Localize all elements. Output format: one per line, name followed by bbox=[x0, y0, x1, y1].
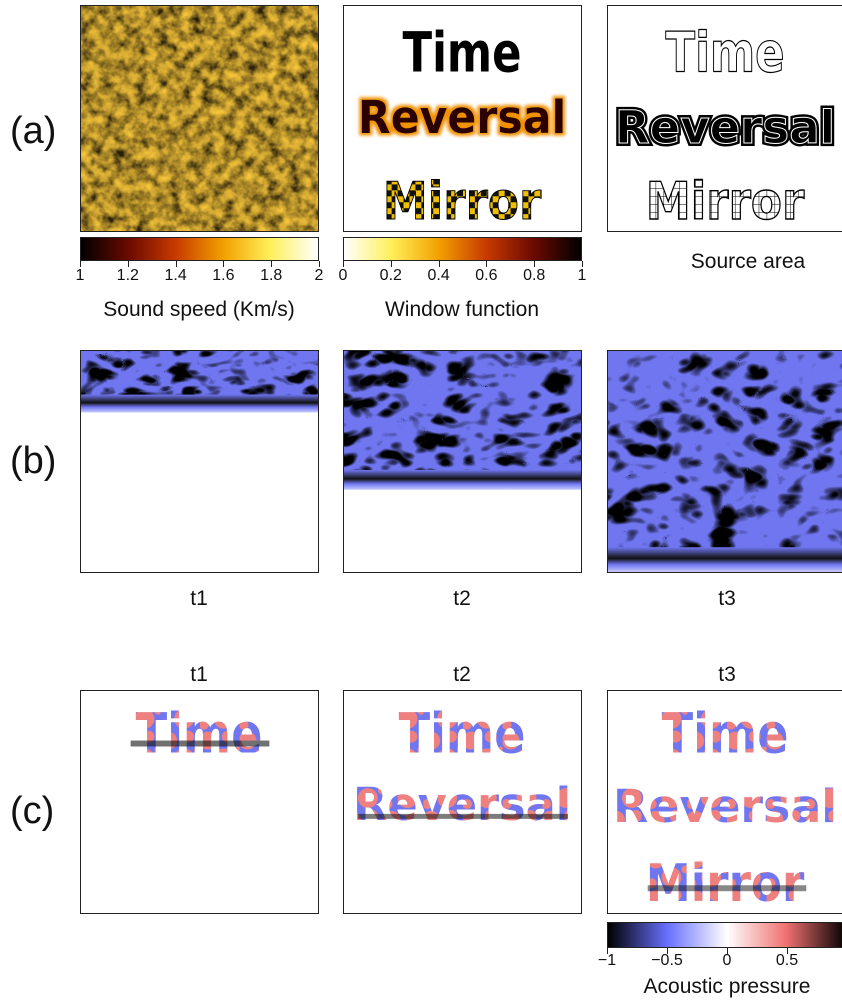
acoustic-pressure-ticks: −1 −0.5 0 0.5 bbox=[598, 948, 842, 969]
time-label-c-t2: t2 bbox=[453, 663, 471, 686]
colorbar-tick bbox=[438, 261, 440, 267]
time-label-b-t3: t3 bbox=[718, 587, 736, 610]
colorbar-tick-label: 1.2 bbox=[116, 267, 139, 284]
wavefield-t3-svg bbox=[608, 351, 842, 572]
source-area-caption: Source area bbox=[690, 250, 806, 273]
row-label-b: (b) bbox=[10, 440, 57, 482]
wavefield-t3 bbox=[607, 350, 842, 573]
colorbar-tick bbox=[175, 261, 177, 267]
word-time-a3: Time bbox=[666, 20, 785, 85]
colorbar-tick-label: 0.4 bbox=[427, 267, 450, 284]
focusing-t1-svg: Time bbox=[130, 701, 270, 766]
focusing-t3: Time Reversal Mirror bbox=[607, 690, 842, 914]
word-time-a2: Time bbox=[403, 20, 522, 85]
colorbar-tick bbox=[486, 261, 488, 267]
colorbar-tick bbox=[223, 261, 225, 267]
focusing-t3-svg: Time Reversal Mirror bbox=[613, 701, 837, 913]
sound-speed-map bbox=[80, 5, 319, 232]
word-mirror-a2: Mirror bbox=[383, 172, 542, 231]
sound-speed-ticks: 1 1.2 1.4 1.6 1.8 2 bbox=[76, 261, 323, 284]
colorbar-tick bbox=[127, 261, 129, 267]
word-time-c3: Time bbox=[662, 701, 789, 766]
colorbar-tick-label: 0.5 bbox=[775, 952, 799, 969]
word-mirror-a3: Mirror bbox=[646, 172, 805, 231]
word-reversal-c2: Reversal bbox=[353, 778, 571, 831]
colorbar-tick bbox=[787, 948, 788, 954]
wavefield-t2 bbox=[343, 350, 582, 573]
colorbar-tick bbox=[667, 948, 668, 954]
row-label-a: (a) bbox=[10, 110, 57, 152]
focusing-t1: Time bbox=[80, 690, 319, 914]
window-function-colorbar bbox=[343, 237, 582, 261]
source-area-map: Time Reversal Reversal Mirror bbox=[607, 5, 842, 232]
colorbar-zero-line bbox=[727, 923, 729, 947]
colorbar-tick-label: 1.8 bbox=[260, 267, 283, 284]
colorbar-tick-label: 0.8 bbox=[523, 267, 546, 284]
window-function-map: Time Reversal Mirror bbox=[343, 5, 582, 232]
sound-speed-colorbar bbox=[80, 237, 319, 261]
word-reversal-a2: Reversal bbox=[358, 91, 566, 144]
colorbar-tick bbox=[582, 261, 583, 267]
word-reversal-a3-inner: Reversal bbox=[615, 101, 835, 154]
colorbar-tick bbox=[727, 948, 728, 954]
colorbar-tick bbox=[390, 261, 392, 267]
colorbar-tick-label: −1 bbox=[597, 952, 617, 969]
colorbar-tick bbox=[607, 948, 608, 954]
focusing-t2: Time Reversal bbox=[343, 690, 582, 914]
wavefield-t1-svg bbox=[81, 351, 318, 413]
word-reversal-a3: Reversal bbox=[615, 101, 835, 154]
colorbar-tick-label: 1.4 bbox=[164, 267, 187, 284]
sound-speed-caption: Sound speed (Km/s) bbox=[103, 298, 295, 321]
focusing-t2-svg: Time Reversal bbox=[353, 701, 571, 831]
colorbar-tick-label: 1 bbox=[577, 267, 587, 284]
colorbar-tick-label: 0.2 bbox=[379, 267, 402, 284]
word-time-c1: Time bbox=[136, 701, 263, 766]
row-label-c: (c) bbox=[10, 790, 55, 832]
colorbar-tick-label: 1 bbox=[75, 267, 85, 284]
window-function-caption: Window function bbox=[384, 298, 540, 321]
colorbar-tick-label: −0.5 bbox=[651, 952, 683, 969]
word-time-c2: Time bbox=[399, 701, 526, 766]
colorbar-tick bbox=[271, 261, 273, 267]
time-label-c-t1: t1 bbox=[190, 663, 208, 686]
time-label-b-t1: t1 bbox=[190, 587, 208, 610]
wavefield-t1 bbox=[80, 350, 319, 573]
acoustic-pressure-colorbar bbox=[607, 922, 842, 948]
word-mirror-c3: Mirror bbox=[646, 854, 805, 913]
window-function-ticks: 0 0.2 0.4 0.6 0.8 1 bbox=[339, 261, 586, 284]
colorbar-tick-label: 1.6 bbox=[212, 267, 235, 284]
word-reversal-c3: Reversal bbox=[613, 780, 837, 833]
sound-speed-map-svg bbox=[81, 6, 318, 231]
colorbar-tick bbox=[80, 261, 81, 267]
colorbar-tick-label: 0 bbox=[338, 267, 348, 284]
time-label-b-t2: t2 bbox=[453, 587, 471, 610]
colorbar-tick-label: 0.6 bbox=[475, 267, 498, 284]
colorbar-tick-label: 0 bbox=[722, 952, 732, 969]
colorbar-tick bbox=[319, 261, 320, 267]
window-function-svg: Time Reversal Mirror bbox=[358, 20, 566, 231]
wavefield-t2-svg bbox=[344, 351, 581, 490]
colorbar-tick bbox=[343, 261, 344, 267]
time-label-c-t3: t3 bbox=[718, 663, 736, 686]
colorbar-tick bbox=[534, 261, 536, 267]
acoustic-pressure-caption: Acoustic pressure bbox=[643, 975, 811, 998]
colorbar-tick-label: 2 bbox=[314, 267, 324, 284]
source-area-svg: Time Reversal Reversal Mirror bbox=[612, 20, 838, 231]
